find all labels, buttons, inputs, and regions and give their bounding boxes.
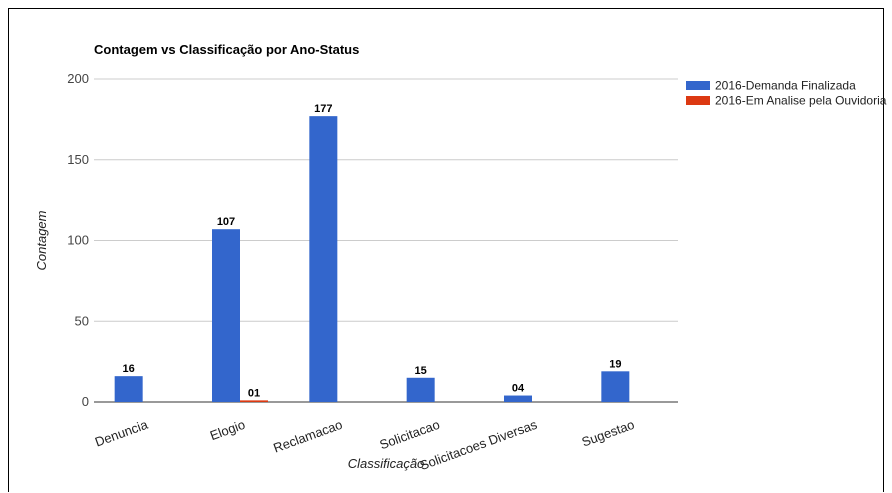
bar-sugestao-series-0 — [601, 371, 630, 402]
data-label: 177 — [314, 103, 332, 115]
bar-reclamacao-series-0 — [309, 116, 338, 403]
y-axis-ticks: 0 50 100 150 200 — [67, 71, 89, 409]
x-category-label: Elogio — [208, 417, 247, 443]
y-tick-label: 100 — [67, 233, 89, 248]
x-axis-title: Classificação — [348, 456, 425, 471]
data-label: 16 — [123, 363, 135, 375]
data-label: 107 — [217, 216, 235, 228]
bar-elogio-series-0 — [212, 229, 240, 402]
data-label: 19 — [609, 358, 621, 370]
chart-title: Contagem vs Classificação por Ano-Status — [94, 42, 359, 57]
bars — [114, 116, 630, 403]
y-tick-label: 50 — [75, 313, 89, 328]
chart-frame — [8, 8, 884, 492]
legend-swatch — [686, 96, 710, 105]
y-axis-title: Contagem — [34, 210, 49, 270]
data-label: 01 — [248, 387, 260, 399]
data-label: 15 — [415, 365, 427, 377]
data-labels: 16 107 01 177 15 04 19 — [123, 103, 622, 399]
x-category-label: Sugestao — [580, 417, 637, 450]
bar-denuncia-series-0 — [114, 376, 143, 402]
legend-label: 2016-Em Analise pela Ouvidoria — [715, 94, 887, 108]
y-tick-label: 150 — [67, 152, 89, 167]
bar-solicitacao-series-0 — [406, 377, 435, 402]
y-tick-label: 200 — [67, 71, 89, 86]
gridlines — [94, 78, 678, 403]
x-category-label: Solicitacao — [377, 417, 441, 453]
legend-label: 2016-Demanda Finalizada — [715, 79, 856, 93]
bar-solicitacoes-diversas-series-0 — [504, 395, 532, 402]
bar-elogio-series-1 — [240, 400, 268, 402]
x-category-label: Denuncia — [93, 416, 150, 449]
data-label: 04 — [512, 383, 525, 395]
y-tick-label: 0 — [82, 394, 89, 409]
legend-swatch — [686, 81, 710, 90]
x-category-label: Reclamacao — [271, 417, 344, 456]
